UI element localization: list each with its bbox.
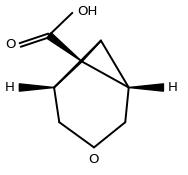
Polygon shape [19,84,54,91]
Text: OH: OH [77,5,98,19]
Polygon shape [129,84,163,91]
Text: H: H [5,81,15,94]
Polygon shape [47,33,82,61]
Text: O: O [5,38,16,51]
Text: O: O [89,153,99,166]
Text: H: H [168,81,178,94]
